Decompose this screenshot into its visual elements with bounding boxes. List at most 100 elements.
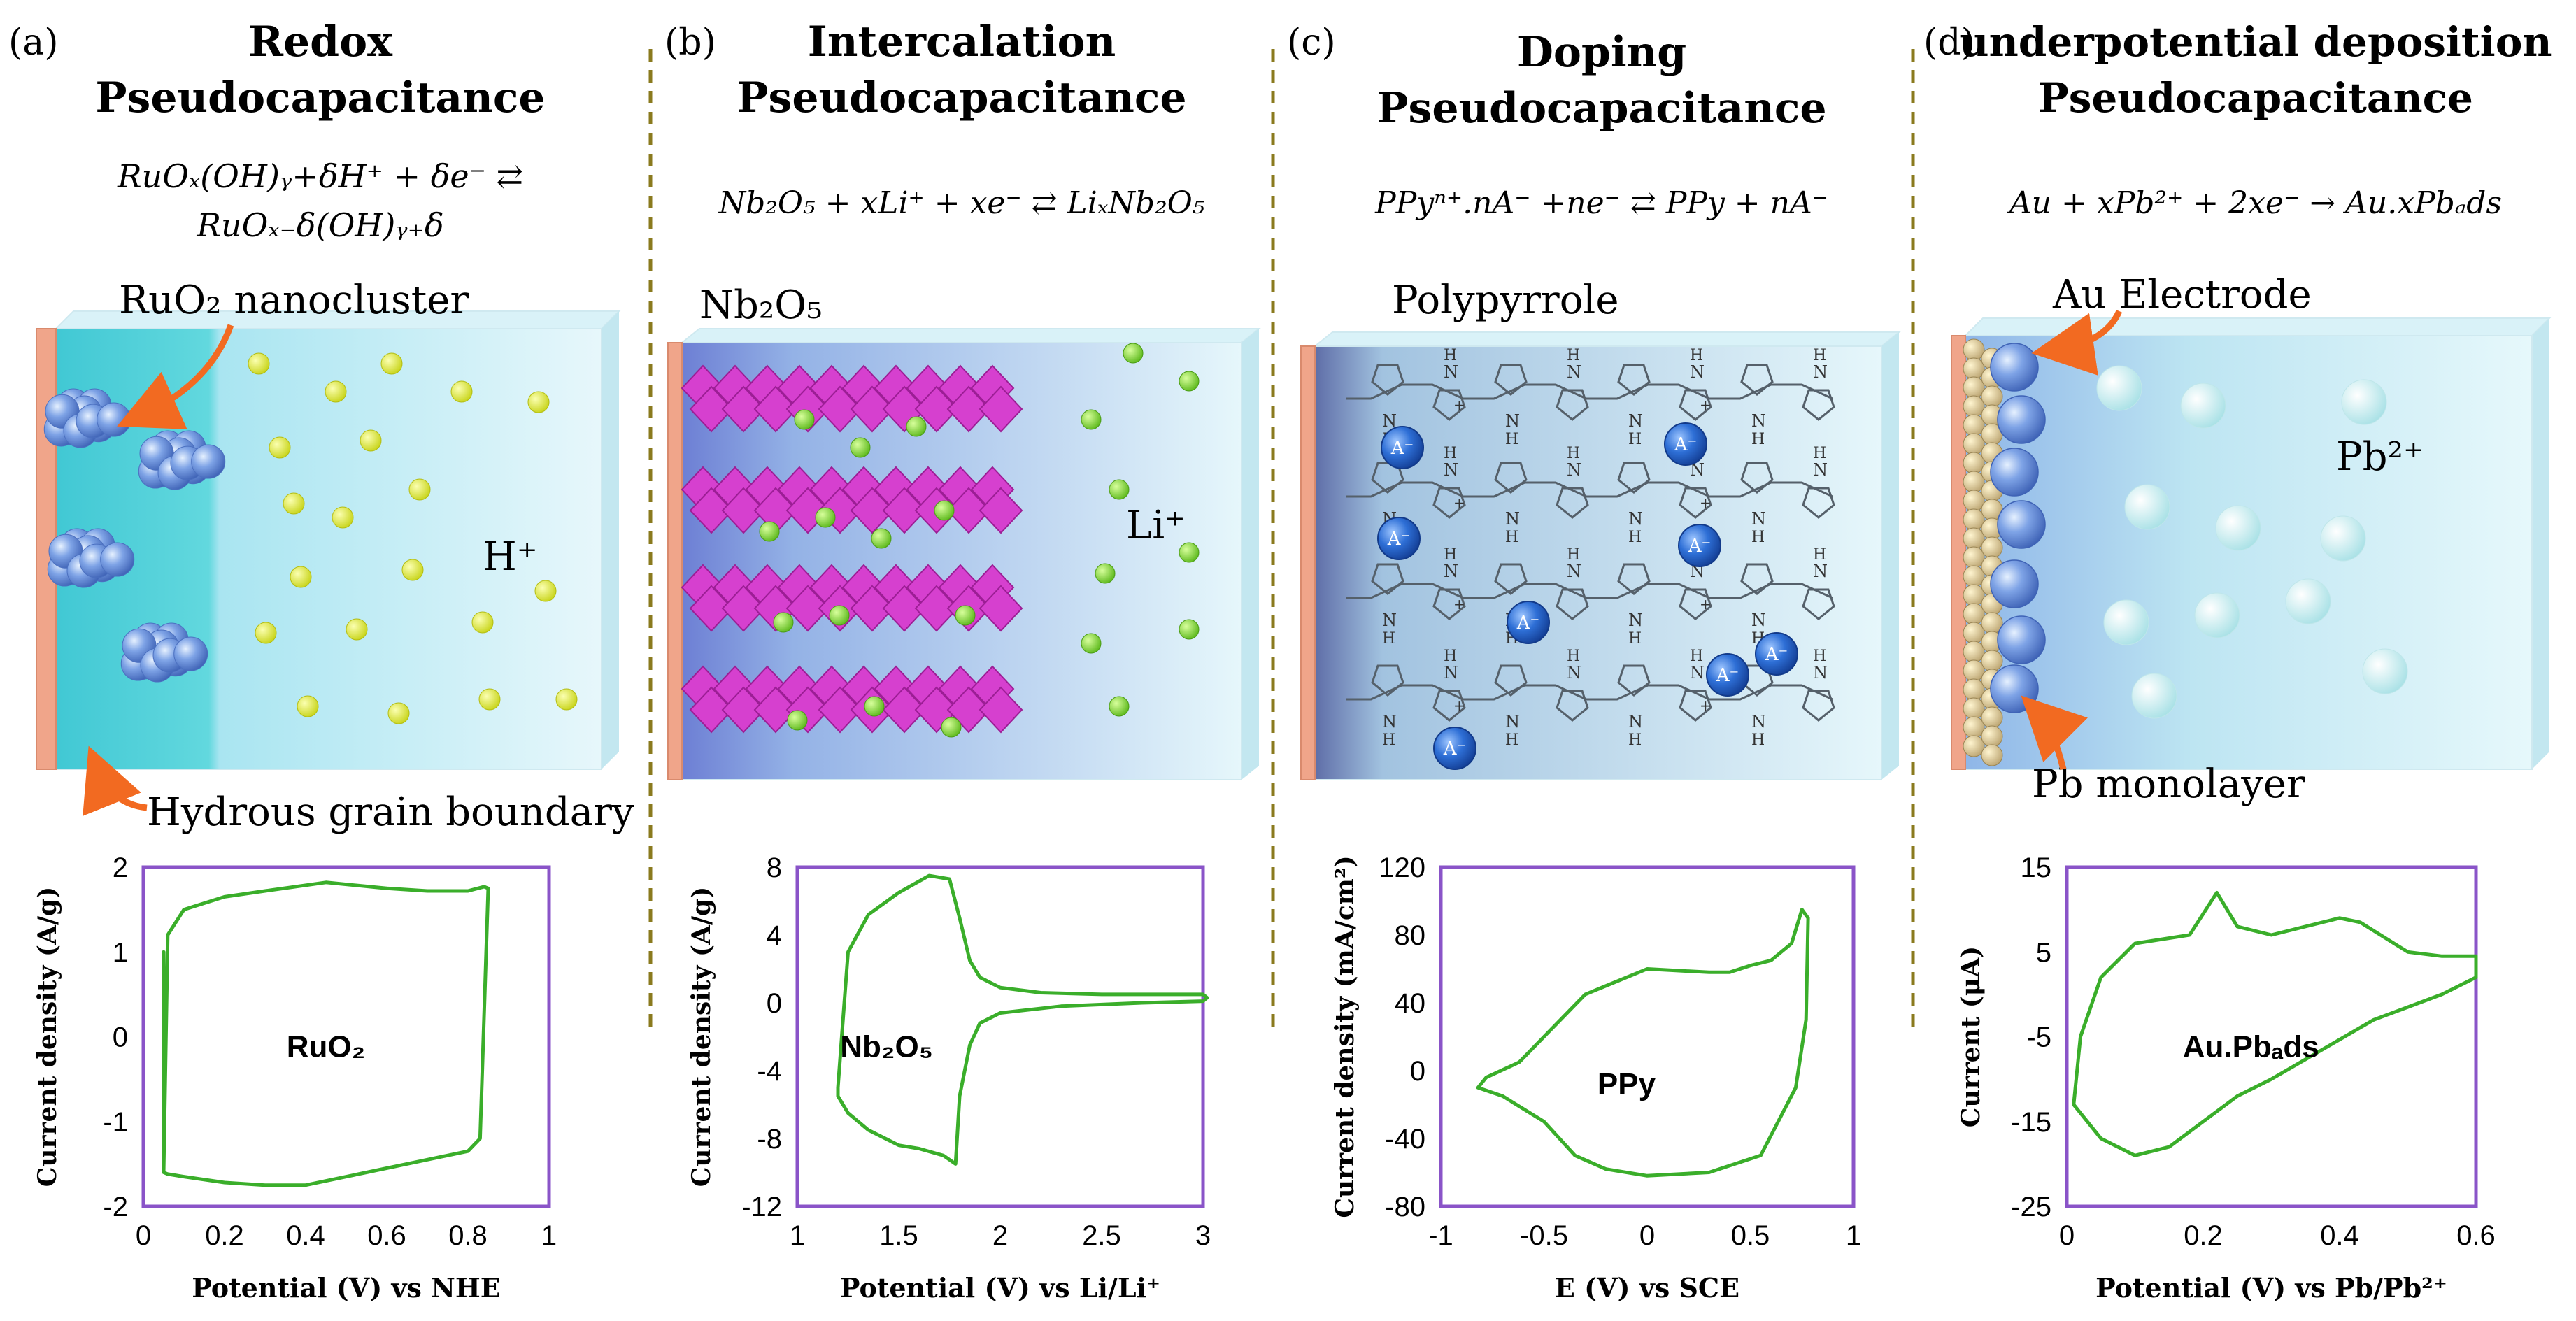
pb-ion <box>2096 365 2142 411</box>
panel-letter: (b) <box>664 22 716 64</box>
lithium-particle <box>850 437 871 458</box>
pyrrole-n-label: N <box>1690 460 1705 480</box>
material-label: RuO₂ nanocluster <box>119 278 469 323</box>
au-atom <box>1963 546 1985 569</box>
electrolyte-box-side <box>1241 329 1259 780</box>
pyrrole-n-label: N <box>1690 362 1705 382</box>
x-tick-label: 0 <box>2059 1220 2075 1251</box>
x-tick-label: 3 <box>1195 1220 1211 1251</box>
y-tick-label: -8 <box>757 1124 782 1155</box>
cv-chart-0: 2 1 0 -1 -2 0 0.2 0.4 0.6 0.8 1 Potential (V) vs NH… <box>33 852 557 1304</box>
au-atom <box>1963 508 1985 531</box>
pyrrole-n-label: N <box>1751 509 1766 529</box>
plot-frame <box>1439 865 1856 1208</box>
au-atom <box>1963 603 1985 625</box>
au-atom <box>1981 650 2003 672</box>
panel-c-header: (c) Doping Pseudocapacitance PPyⁿ⁺.nA⁻ +… <box>1287 22 1828 221</box>
au-atom <box>1963 697 1985 720</box>
proton-particle <box>408 478 431 501</box>
x-tick-label: 1 <box>541 1220 557 1251</box>
pb-monolayer-atom <box>1990 448 2039 497</box>
pb-ion <box>2131 673 2177 719</box>
pyrrole-ring <box>1802 487 1835 519</box>
pyrrole-n-label: N <box>1567 562 1581 581</box>
pyrrole-ring <box>1432 487 1466 519</box>
pyrrole-nh-label: H <box>1444 445 1457 462</box>
cv-chart-1: 8 4 0 -4 -8 -12 1 1.5 2 2.5 3 Potential (V) vs Li/L… <box>687 852 1211 1304</box>
lithium-particle <box>794 409 815 430</box>
pyrrole-nh-label: H <box>1567 546 1580 564</box>
anion-label: A⁻ <box>1716 665 1739 686</box>
ion-label: Pb²⁺ <box>2336 434 2424 480</box>
ruo2-atom <box>100 542 135 577</box>
pyrrole-ring <box>1679 389 1712 421</box>
anion-label: A⁻ <box>1688 536 1712 557</box>
panel-dividers <box>648 49 1915 1035</box>
pyrrole-n-label: N <box>1444 460 1458 480</box>
proton-particle <box>269 436 291 459</box>
pyrrole-ring <box>1556 389 1589 421</box>
au-atom <box>1981 744 2003 766</box>
pyrrole-nh-label: H <box>1751 529 1765 546</box>
lithium-particles <box>759 343 1200 738</box>
anion: A⁻ <box>1377 517 1421 560</box>
pyrrole-n-label: N <box>1813 460 1828 480</box>
pyrrole-nh-label: H <box>1751 731 1765 749</box>
lithium-particle <box>1081 409 1102 430</box>
electrolyte-box <box>1965 335 2533 770</box>
material-label: Polypyrrole <box>1392 278 1618 323</box>
electrolyte-box-top <box>1963 317 2552 336</box>
x-tick-label: 0.2 <box>2184 1220 2223 1251</box>
pb-ion <box>2215 505 2261 551</box>
x-tick-label: 0.8 <box>448 1220 488 1251</box>
equation-line1: Au + xPb²⁺ + 2xe⁻ → Au.xPbₐds <box>2007 185 2502 221</box>
y-tick-label: -15 <box>2011 1107 2051 1138</box>
nb2o5-octahedron <box>818 385 862 433</box>
x-tick-label: -0.5 <box>1520 1220 1568 1251</box>
y-tick-label: -12 <box>741 1192 782 1222</box>
au-atom <box>1963 414 1985 436</box>
pyrrole-ring <box>1556 588 1589 620</box>
proton-particle <box>360 429 382 452</box>
panel-title-line1: Redox <box>248 17 393 66</box>
pyrrole-nh-label: H <box>1505 529 1518 546</box>
y-tick-label: 2 <box>113 852 128 883</box>
pyrrole-ring <box>1556 690 1589 722</box>
pyrrole-nh-label: H <box>1567 347 1580 364</box>
panel-a-schematic: RuO₂ nanocluster H⁺ Hydrous grain bounda… <box>36 278 634 835</box>
anion-label: A⁻ <box>1390 438 1414 459</box>
pyrrole-nh-label: H <box>1567 445 1580 462</box>
polaron-charge: + <box>1700 596 1712 613</box>
au-atom <box>1963 527 1985 550</box>
pb-ions <box>2096 365 2408 719</box>
x-tick-label: 0.5 <box>1731 1220 1770 1251</box>
anion: A⁻ <box>1433 727 1476 770</box>
pyrrole-n-label: N <box>1444 663 1458 683</box>
au-atom <box>1963 338 1985 361</box>
panel-d-schematic: Au Electrode Pb²⁺ Pb monolayer <box>1951 272 2552 807</box>
proton-particle <box>290 566 312 588</box>
pb-monolayer-atoms <box>1990 343 2046 713</box>
chain-backbone <box>1346 684 1833 701</box>
x-tick-label: 0 <box>136 1220 151 1251</box>
x-axis-label: E (V) vs SCE <box>1555 1272 1739 1304</box>
pyrrole-n-label: N <box>1751 712 1766 731</box>
y-tick-label: -40 <box>1385 1124 1425 1155</box>
x-axis-label: Potential (V) vs Li/Li⁺ <box>840 1272 1160 1304</box>
y-tick-label: -4 <box>757 1056 782 1087</box>
panel-title-line2: Pseudocapacitance <box>2038 74 2473 122</box>
panel-c-schematic: NHNH+NHNHNHNH+NHNHNHNH+NHNHNHNH+NHNHNHNH… <box>1300 278 1901 780</box>
pyrrole-n-label: N <box>1813 663 1828 683</box>
proton-particle <box>401 559 424 581</box>
polaron-charge: + <box>1453 397 1465 413</box>
pyrrole-n-label: N <box>1382 411 1397 431</box>
pyrrole-n-label: N <box>1567 663 1581 683</box>
boundary-arrow <box>83 745 148 816</box>
au-atom <box>1963 678 1985 701</box>
pyrrole-ring <box>1802 389 1835 421</box>
nb2o5-octahedron <box>882 585 927 632</box>
ruo2-atom <box>191 444 226 479</box>
pb-ion <box>2362 648 2408 694</box>
monolayer-label: Pb monolayer <box>2032 762 2305 807</box>
equation-line1: PPyⁿ⁺.nA⁻ +ne⁻ ⇄ PPy + nA⁻ <box>1374 185 1828 221</box>
